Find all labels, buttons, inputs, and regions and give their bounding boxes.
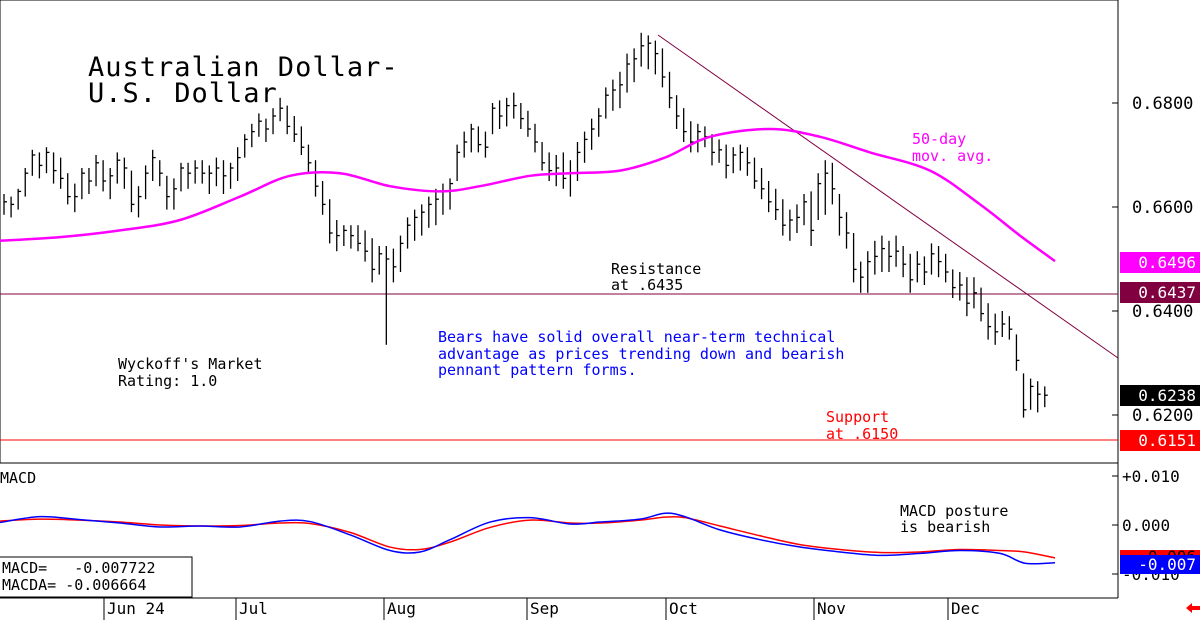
x-tick-label: Nov	[817, 599, 846, 618]
badge-resistance: 0.6437	[1138, 283, 1196, 302]
badge-ma-bg	[1120, 252, 1200, 273]
y-tick-label: 0.6600	[1132, 198, 1193, 218]
rating-line1: Wyckoff's Market	[118, 355, 263, 373]
x-tick-label: Aug	[387, 599, 416, 618]
badge-resistance-bg	[1120, 282, 1200, 303]
macd-y-tick-label: 0.000	[1122, 516, 1170, 535]
macd-readout-box	[0, 556, 193, 598]
macd-readout: MACD= -0.007722	[2, 559, 156, 577]
ma-50-line	[0, 127, 1056, 263]
scroll-left-arrow-icon[interactable]	[1186, 603, 1200, 613]
badge-macd-last: -0.007	[1138, 555, 1196, 574]
commentary-line2: advantage as prices trending down and be…	[438, 345, 844, 363]
macd-posture-line2: is bearish	[900, 518, 990, 536]
badge-last-bg	[1120, 385, 1200, 406]
badge-ma: 0.6496	[1138, 253, 1196, 272]
badge-support: 0.6151	[1138, 431, 1196, 450]
chart-title-line1: Australian Dollar-	[88, 52, 399, 83]
macd-panel-label: MACD	[0, 469, 36, 487]
badge-macd-hidden-bg	[1120, 550, 1200, 556]
resistance-label-line1: Resistance	[611, 260, 701, 278]
rating-line2: Rating: 1.0	[118, 372, 217, 390]
x-tick-label: Jul	[239, 599, 268, 618]
macd-line	[0, 512, 1056, 565]
badge-support-bg	[1120, 430, 1200, 451]
support-label-line1: Support	[826, 408, 889, 426]
badge-last: 0.6238	[1138, 386, 1196, 405]
macda-line	[0, 515, 1056, 559]
trendline	[657, 34, 1119, 359]
x-tick-label: Oct	[669, 599, 698, 618]
y-tick-label: 0.6800	[1132, 94, 1193, 114]
y-tick-label: 0.6400	[1132, 302, 1193, 322]
price-bars	[3, 32, 1048, 418]
ma-label-line2: mov. avg.	[912, 147, 993, 165]
macda-readout: MACDA= -0.006664	[2, 576, 147, 594]
macd-y-tick-label: +0.010	[1122, 467, 1180, 486]
x-ticks: Jun 24 Jul Aug Sep Oct Nov Dec	[103, 598, 980, 620]
commentary-line1: Bears have solid overall near-term techn…	[438, 328, 835, 346]
y-tick-label: 0.6200	[1132, 406, 1193, 426]
support-label-line2: at .6150	[826, 425, 898, 443]
ma-label-line1: 50-day	[912, 130, 966, 148]
resistance-label-line2: at .6435	[611, 276, 683, 294]
x-tick-label: Sep	[530, 599, 559, 618]
macd-posture-line1: MACD posture	[900, 502, 1008, 520]
chart-title-line2: U.S. Dollar	[88, 78, 278, 109]
y-ticks: 0.6800 0.6600 0.6400 0.6200	[1112, 94, 1193, 426]
badge-macd-last-bg	[1120, 555, 1200, 574]
commentary-line3: pennant pattern forms.	[438, 361, 637, 379]
x-tick-label: Dec	[951, 599, 980, 618]
x-tick-label: Jun 24	[107, 599, 165, 618]
